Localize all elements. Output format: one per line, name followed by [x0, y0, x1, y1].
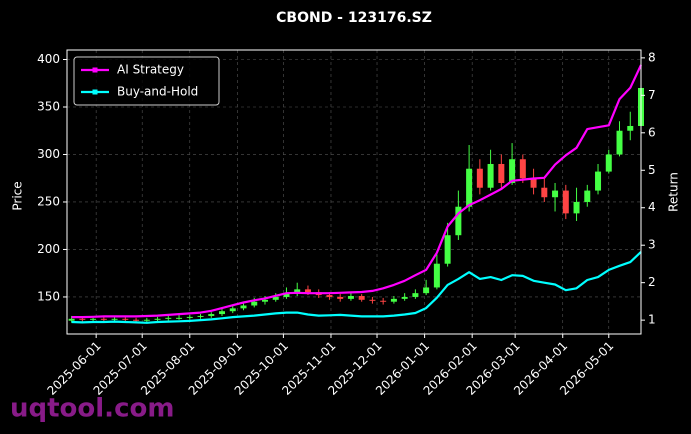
chart-title: CBOND - 123176.SZ: [276, 10, 432, 26]
candle-body: [304, 289, 311, 293]
y2-tick-label: 1: [648, 313, 656, 327]
y2-tick-label: 5: [648, 163, 656, 177]
candle-body: [165, 317, 172, 319]
legend-marker: [92, 67, 98, 73]
candle-body: [616, 130, 623, 155]
candle-body: [68, 318, 75, 321]
candle-body: [283, 293, 290, 297]
plot-area: [67, 50, 644, 334]
y-tick-label: 350: [37, 99, 60, 113]
y-tick-label: 200: [37, 242, 60, 256]
candle-body: [229, 308, 236, 312]
y2-tick-label: 7: [648, 88, 656, 102]
y-tick-label: 250: [37, 194, 60, 208]
candle-body: [337, 296, 344, 299]
candle-body: [573, 201, 580, 214]
candle-body: [294, 289, 301, 294]
legend-box: [73, 56, 220, 106]
candle-body: [176, 317, 183, 319]
y2-tick-label: 4: [648, 200, 656, 214]
candle-body: [347, 296, 354, 299]
candle-body: [186, 316, 193, 318]
candle-body: [143, 319, 150, 321]
series-line: [71, 64, 642, 319]
y2-axis-label: Return: [667, 172, 681, 212]
y-tick-label: 400: [37, 52, 60, 66]
candle-body: [423, 287, 430, 294]
y-axis-label: Price: [11, 181, 25, 210]
candle-body: [455, 206, 462, 236]
candle-body: [412, 293, 419, 297]
candle-body: [444, 235, 451, 264]
candle-body: [358, 296, 365, 300]
candle-body: [627, 125, 634, 131]
candle-body: [562, 190, 569, 214]
candle-body: [584, 190, 591, 202]
y-tick-label: 300: [37, 147, 60, 161]
series-line: [71, 251, 642, 324]
candle-body: [79, 318, 86, 320]
candle-body: [552, 190, 559, 198]
watermark: uqtool.com: [10, 394, 174, 424]
candle-body: [509, 159, 516, 183]
legend-label: AI Strategy: [117, 63, 184, 77]
candle-body: [90, 318, 97, 320]
y2-tick-label: 3: [648, 238, 656, 252]
candle-body: [595, 171, 602, 191]
candle-body: [530, 178, 537, 188]
candle-body: [390, 298, 397, 302]
candle-body: [122, 318, 129, 320]
candle-body: [541, 187, 548, 198]
candle-body: [369, 299, 376, 301]
plot-frame: [66, 49, 642, 335]
candle-body: [154, 318, 161, 320]
candle-body: [208, 314, 215, 316]
y2-tick-label: 6: [648, 125, 656, 139]
candle-body: [326, 295, 333, 297]
y2-tick-label: 8: [648, 50, 656, 64]
candle-body: [219, 311, 226, 315]
candle-body: [197, 315, 204, 317]
candle-body: [251, 301, 258, 306]
candle-body: [519, 159, 526, 179]
legend-marker: [92, 89, 98, 95]
candle-body: [240, 305, 247, 309]
candle-body: [498, 163, 505, 183]
legend-label: Buy-and-Hold: [117, 85, 198, 99]
candle-body: [261, 299, 268, 302]
candle-body: [433, 263, 440, 288]
candle-body: [272, 296, 279, 300]
y-tick-label: 150: [37, 289, 60, 303]
candle-body: [605, 154, 612, 172]
candle-body: [100, 318, 107, 320]
candle-body: [380, 300, 387, 302]
candle-body: [487, 163, 494, 188]
candle-body: [111, 318, 118, 320]
candle-body: [466, 168, 473, 207]
candle-body: [476, 168, 483, 188]
candle-body: [133, 319, 140, 321]
y2-tick-label: 2: [648, 275, 656, 289]
candle-body: [401, 296, 408, 299]
